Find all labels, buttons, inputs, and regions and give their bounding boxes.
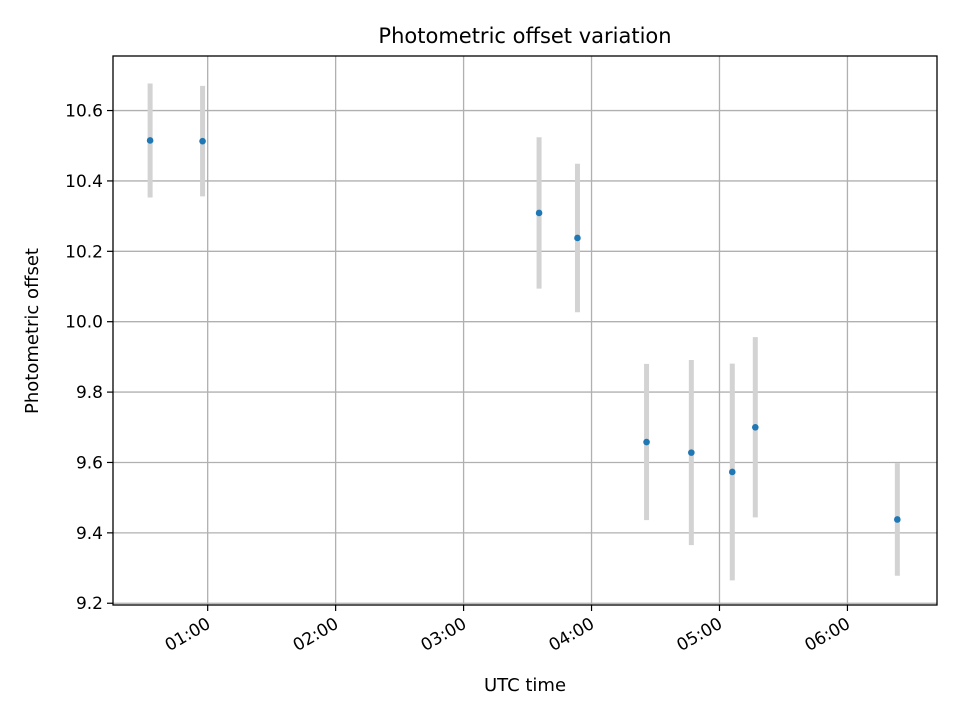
y-tick-label: 10.6 [65,102,103,122]
y-tick-label: 10.0 [65,313,103,333]
data-point [643,438,650,446]
data-point [752,423,759,431]
data-point [728,468,736,476]
y-tick-label: 10.2 [65,242,103,262]
grid-lines [113,56,937,605]
y-axis-label: Photometric offset [22,248,43,414]
y-tick-label: 9.8 [76,383,103,403]
x-axis-label: UTC time [484,675,566,696]
y-tick-label: 9.6 [76,453,103,473]
data-points [146,137,901,523]
y-tick-label: 10.4 [65,172,103,192]
y-tick-label: 9.2 [76,594,103,614]
y-tick-label: 9.4 [76,524,103,544]
data-point [894,516,901,523]
plot-frame [112,55,938,606]
data-point [688,449,695,456]
plot-background [113,56,937,605]
data-point [574,234,581,242]
data-point [199,137,206,145]
chart-title: Photometric offset variation [378,24,671,48]
data-point [535,209,543,217]
data-point [146,137,154,144]
y-axis-ticks: 9.2 9.4 9.6 9.8 10.0 10.2 10.4 10.6 [65,102,113,614]
